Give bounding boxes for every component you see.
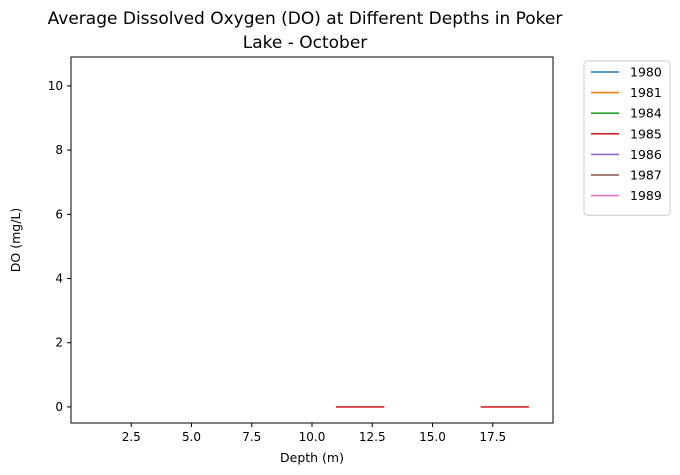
chart-title-line-1: Average Dissolved Oxygen (DO) at Differe… (48, 9, 563, 29)
y-tick-label: 0 (55, 400, 63, 414)
x-tick-label: 17.5 (479, 430, 506, 444)
chart-title-line-2: Lake - October (243, 33, 368, 53)
legend-label-1984: 1984 (630, 106, 662, 121)
legend-label-1987: 1987 (630, 168, 662, 183)
legend-label-1981: 1981 (630, 85, 662, 100)
x-tick-label: 2.5 (122, 430, 141, 444)
y-tick-label: 6 (55, 207, 63, 221)
y-tick-label: 10 (48, 79, 63, 93)
x-tick-label: 12.5 (359, 430, 386, 444)
legend-label-1985: 1985 (630, 126, 662, 141)
y-axis-label: DO (mg/L) (8, 208, 23, 272)
legend-label-1989: 1989 (630, 188, 662, 203)
plot-frame (70, 56, 554, 424)
y-tick-label: 8 (55, 143, 63, 157)
y-tick-label: 4 (55, 272, 63, 286)
legend-box (583, 60, 671, 216)
legend-label-1980: 1980 (630, 65, 662, 80)
y-tick-label: 2 (55, 336, 63, 350)
x-axis-label: Depth (m) (280, 450, 344, 465)
legend-label-1986: 1986 (630, 147, 662, 162)
x-tick-label: 7.5 (242, 430, 261, 444)
x-tick-label: 10.0 (299, 430, 326, 444)
x-tick-label: 15.0 (419, 430, 446, 444)
x-tick-label: 5.0 (182, 430, 201, 444)
